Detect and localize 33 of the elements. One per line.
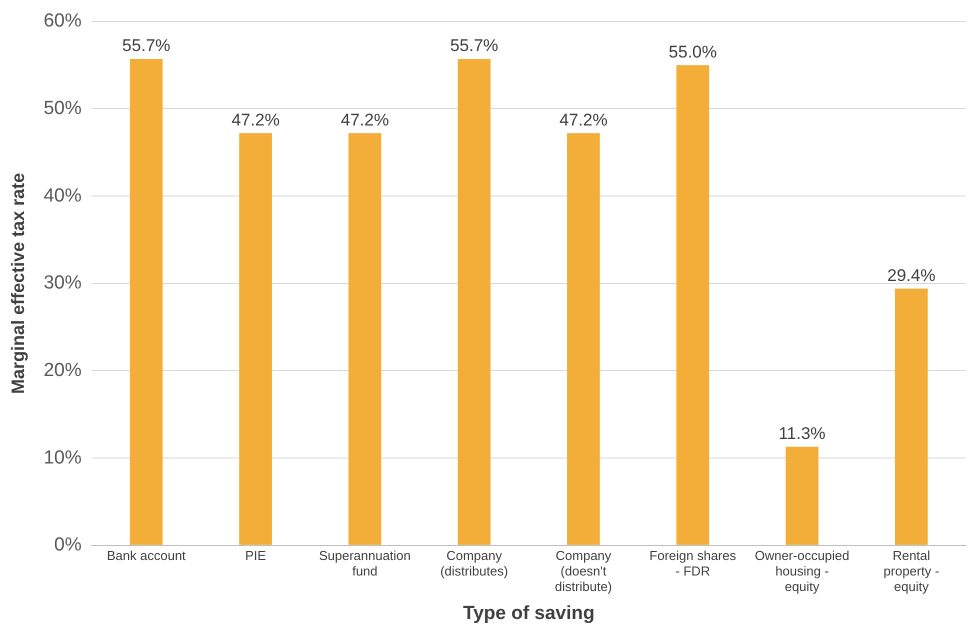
y-tick-label: 0% (54, 534, 82, 556)
x-tick-label: Bank account (106, 548, 186, 563)
x-axis-title: Type of saving (463, 602, 595, 624)
y-tick-label: 10% (44, 447, 82, 468)
data-label: 29.4% (887, 266, 936, 285)
y-tick-label: 60% (44, 10, 82, 32)
data-label: 47.2% (559, 110, 608, 130)
x-tick-label: Foreign shares - FDR (649, 548, 737, 578)
y-axis-title: Marginal effective tax rate (8, 172, 28, 394)
y-tick-label: 40% (44, 185, 82, 206)
x-tick-label: Owner-occupied housing - equity (754, 548, 850, 594)
bar (676, 65, 710, 545)
bar (348, 133, 382, 545)
data-label: 55.0% (668, 42, 717, 62)
bar (130, 58, 163, 545)
bar (239, 133, 272, 545)
data-label: 47.2% (231, 110, 280, 130)
x-tick-label: Company (distributes) (440, 548, 508, 578)
data-label: 55.7% (450, 36, 498, 56)
y-tick-label: 50% (44, 98, 82, 119)
bar (458, 58, 491, 545)
x-tick-label: Rental property - equity (884, 548, 940, 594)
y-tick-label: 30% (44, 272, 82, 294)
x-tick-label: Company (doesn't distribute) (554, 548, 612, 594)
data-label: 11.3% (778, 424, 826, 443)
data-label: 55.7% (122, 36, 170, 56)
bar (786, 446, 818, 545)
bar (894, 288, 928, 545)
y-tick-label: 20% (44, 360, 82, 381)
data-label: 47.2% (340, 110, 389, 130)
x-tick-label: PIE (245, 548, 266, 563)
bar (567, 133, 600, 545)
x-tick-label: Superannuation fund (318, 548, 411, 578)
